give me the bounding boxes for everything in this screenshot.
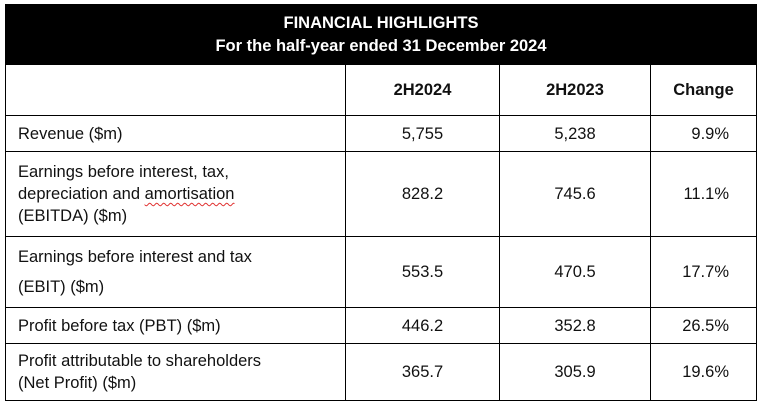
row-label-ebitda: Earnings before interest, tax, depreciat… [5,151,346,237]
table-title: FINANCIAL HIGHLIGHTS [283,13,479,32]
table-row: Revenue ($m) 5,755 5,238 9.9% [5,115,757,152]
row-label-pbt: Profit before tax (PBT) ($m) [5,307,346,344]
table-row: Profit attributable to shareholders (Net… [5,343,757,401]
financial-highlights-table: FINANCIAL HIGHLIGHTS For the half-year e… [5,4,757,401]
table-row: Profit before tax (PBT) ($m) 446.2 352.8… [5,307,757,344]
cell-2h2024: 446.2 [345,307,500,344]
cell-2h2023: 305.9 [499,343,651,401]
cell-change: 26.5% [650,307,757,344]
column-header-2h2023: 2H2023 [499,64,651,116]
cell-change: 19.6% [650,343,757,401]
cell-change: 9.9% [650,115,757,152]
cell-2h2024: 553.5 [345,236,500,308]
table-row: Earnings before interest and tax (EBIT) … [5,236,757,308]
row-label-revenue: Revenue ($m) [5,115,346,152]
table-row: Earnings before interest, tax, depreciat… [5,151,757,237]
cell-change: 11.1% [650,151,757,237]
table-subtitle: For the half-year ended 31 December 2024 [215,36,547,55]
spellcheck-underline: amortisation [144,185,235,203]
cell-2h2023: 352.8 [499,307,651,344]
column-header-label [5,64,346,116]
cell-2h2023: 5,238 [499,115,651,152]
column-header-change: Change [650,64,757,116]
row-label-net-profit: Profit attributable to shareholders (Net… [5,343,346,401]
column-header-2h2024: 2H2024 [345,64,500,116]
column-header-row: 2H2024 2H2023 Change [5,64,757,116]
cell-2h2024: 5,755 [345,115,500,152]
cell-2h2023: 745.6 [499,151,651,237]
cell-2h2023: 470.5 [499,236,651,308]
cell-change: 17.7% [650,236,757,308]
cell-2h2024: 828.2 [345,151,500,237]
table-title-banner: FINANCIAL HIGHLIGHTS For the half-year e… [5,4,757,65]
row-label-ebit: Earnings before interest and tax (EBIT) … [5,236,346,308]
cell-2h2024: 365.7 [345,343,500,401]
